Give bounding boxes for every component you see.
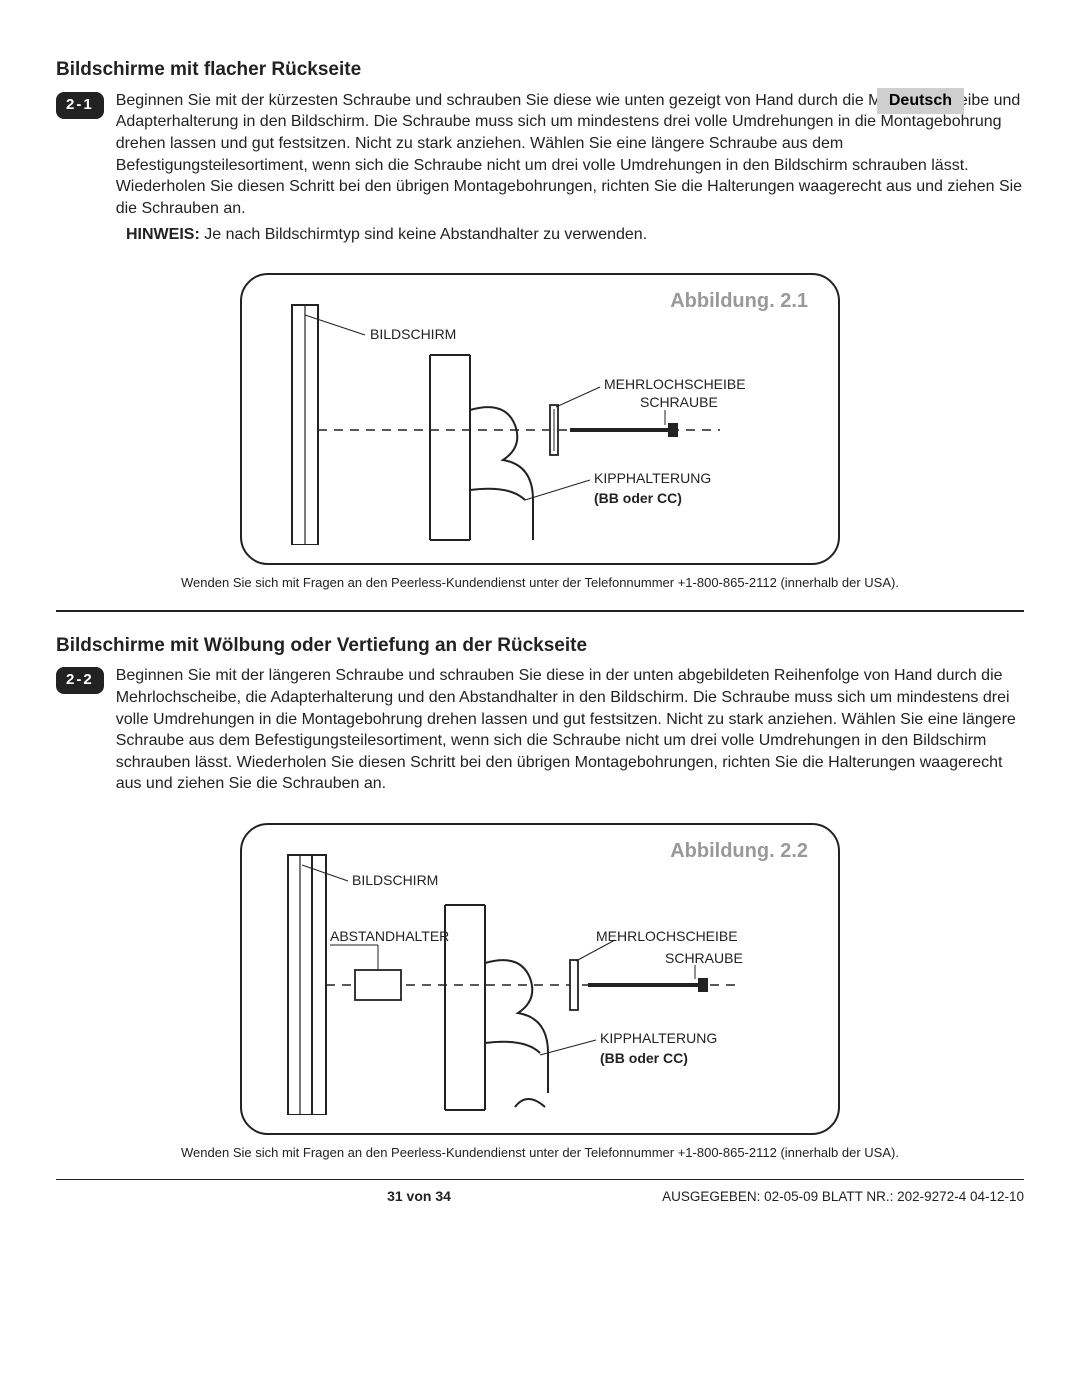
- lbl-bbcc-2: (BB oder CC): [600, 1050, 688, 1066]
- note-text: Je nach Bildschirmtyp sind keine Abstand…: [204, 226, 647, 243]
- lbl-abstand: ABSTANDHALTER: [330, 928, 449, 944]
- footer: 31 von 34 AUSGEGEBEN: 02-05-09 BLATT NR.…: [56, 1179, 1024, 1206]
- step-2-2-text: Beginnen Sie mit der längeren Schraube u…: [116, 665, 1024, 795]
- section1-title: Bildschirme mit flacher Rückseite: [56, 58, 1024, 82]
- lbl-bbcc-1: (BB oder CC): [594, 490, 682, 506]
- page: Deutsch Bildschirme mit flacher Rückseit…: [56, 58, 1024, 1206]
- lbl-schraube-2: SCHRAUBE: [665, 950, 743, 966]
- figure-2-1-svg: BILDSCHIRM MEHRLOCHSCHEIBE SCHRAUBE KIPP…: [270, 295, 810, 545]
- lbl-bildschirm: BILDSCHIRM: [370, 326, 456, 342]
- figure-2-1-title: Abbildung. 2.1: [670, 289, 808, 314]
- lbl-mehrloch-2: MEHRLOCHSCHEIBE: [596, 928, 738, 944]
- lbl-kipph-2: KIPPHALTERUNG: [600, 1030, 717, 1046]
- lbl-schraube: SCHRAUBE: [640, 394, 718, 410]
- divider-1: [56, 610, 1024, 612]
- section2-title: Bildschirme mit Wölbung oder Vertiefung …: [56, 634, 1024, 658]
- lbl-kipph: KIPPHALTERUNG: [594, 470, 711, 486]
- figure-2-1: Abbildung. 2.1 BILDSCHIRM MEHRLOCHSCHEIB…: [240, 273, 840, 565]
- lbl-bildschirm-2: BILDSCHIRM: [352, 872, 438, 888]
- lbl-mehrloch: MEHRLOCHSCHEIBE: [604, 376, 746, 392]
- step-2-2: 2-2 Beginnen Sie mit der längeren Schrau…: [56, 665, 1024, 795]
- step-badge-2-2: 2-2: [56, 667, 104, 694]
- contact-line-2: Wenden Sie sich mit Fragen an den Peerle…: [56, 1145, 1024, 1161]
- figure-2-2-title: Abbildung. 2.2: [670, 839, 808, 864]
- step-badge-2-1: 2-1: [56, 92, 104, 119]
- footer-page: 31 von 34: [298, 1188, 540, 1206]
- note-2-1: HINWEIS: Je nach Bildschirmtyp sind kein…: [126, 225, 1024, 245]
- footer-issued: AUSGEGEBEN: 02-05-09 BLATT NR.: 202-9272…: [540, 1189, 1024, 1206]
- note-label: HINWEIS:: [126, 226, 200, 243]
- contact-line-1: Wenden Sie sich mit Fragen an den Peerle…: [56, 575, 1024, 591]
- figure-2-2: Abbildung. 2.2 BILDSCHIRM ABSTANDHAL: [240, 823, 840, 1135]
- language-badge: Deutsch: [877, 88, 964, 114]
- figure-2-2-svg: BILDSCHIRM ABSTANDHALTER MEHRLOCHSCHEIBE…: [270, 845, 810, 1115]
